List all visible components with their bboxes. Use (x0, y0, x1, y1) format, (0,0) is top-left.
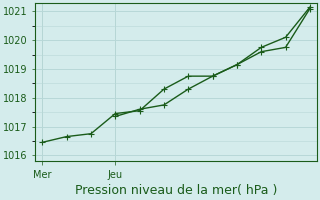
X-axis label: Pression niveau de la mer( hPa ): Pression niveau de la mer( hPa ) (75, 184, 277, 197)
